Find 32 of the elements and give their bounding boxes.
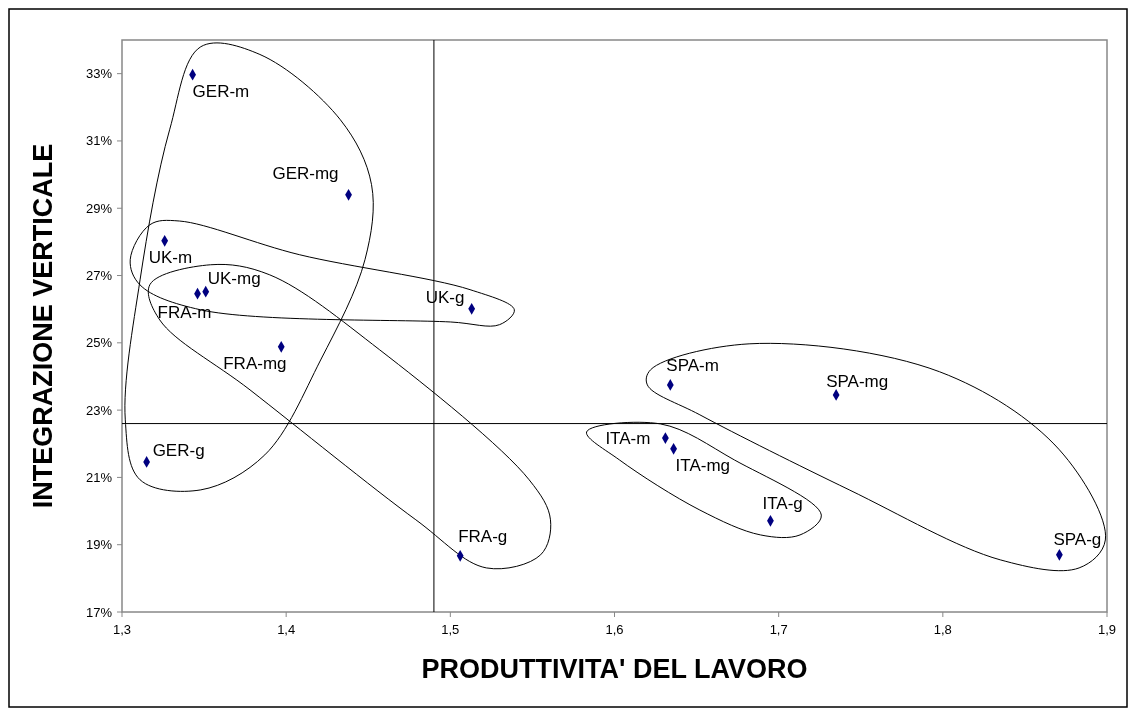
y-tick-label: 25%: [85, 335, 113, 351]
x-tick-label: 1,5: [441, 622, 460, 637]
y-tick-label: 31%: [85, 133, 113, 149]
x-tick-label: 1,8: [933, 622, 952, 637]
y-tick-label: 33%: [85, 66, 113, 82]
x-tick-label: 1,3: [112, 622, 132, 637]
annotation: SPA-g: [1053, 529, 1102, 549]
annotation: SPA-mg: [826, 371, 889, 391]
annotation: FRA-g: [458, 526, 508, 546]
annotation: UK-mg: [207, 268, 261, 288]
annotation: FRA-m: [157, 302, 212, 322]
x-tick-label: 1,9: [1097, 622, 1117, 637]
annotation: GER-g: [152, 440, 205, 460]
y-tick-label: 23%: [85, 402, 113, 418]
annotation: FRA-mg: [223, 353, 287, 373]
y-tick-label: 19%: [85, 537, 113, 553]
y-tick-label: 29%: [85, 200, 113, 216]
annotation: UK-m: [148, 247, 193, 267]
y-tick-label: 21%: [85, 469, 113, 485]
x-tick-label: 1,6: [605, 622, 624, 637]
y-tick-label: 17%: [85, 604, 113, 620]
y-tick-label: 27%: [85, 268, 113, 284]
annotation: ITA-mg: [675, 455, 731, 475]
annotation: SPA-m: [666, 355, 719, 375]
x-tick-label: 1,4: [277, 622, 296, 637]
annotation: GER-mg: [272, 163, 339, 183]
y-axis-title: INTEGRAZIONE VERTICALE: [28, 143, 58, 509]
annotation: ITA-g: [762, 493, 803, 513]
annotation: ITA-m: [605, 429, 651, 449]
x-axis-title: PRODUTTIVITA' DEL LAVORO: [421, 654, 808, 684]
x-tick-label: 1,7: [769, 622, 788, 637]
annotation: GER-m: [192, 81, 250, 101]
